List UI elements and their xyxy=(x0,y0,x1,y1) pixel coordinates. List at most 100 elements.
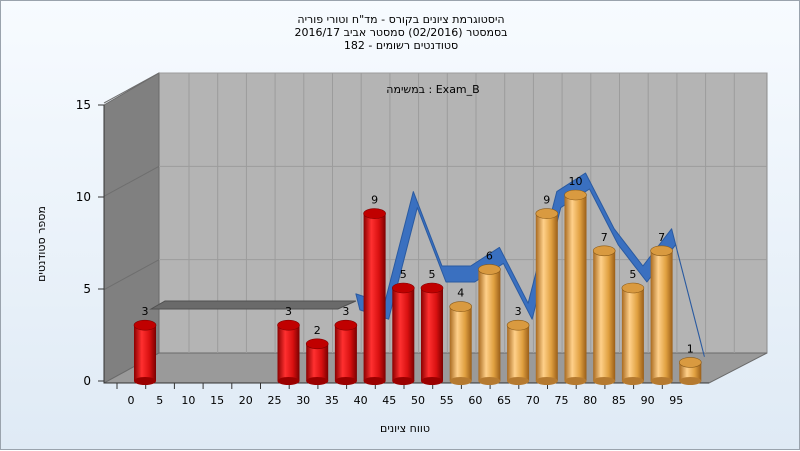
histogram-bar xyxy=(621,282,645,385)
x-tick-label: 50 xyxy=(411,394,425,407)
bar-top xyxy=(650,245,673,257)
bar-top xyxy=(535,208,559,219)
y-tick-label: 0 xyxy=(83,374,91,388)
data-label: 3 xyxy=(142,305,149,318)
bar-body xyxy=(134,325,156,381)
data-label: 5 xyxy=(400,268,407,281)
bar-top xyxy=(391,282,415,294)
x-tick-label: 35 xyxy=(325,394,339,407)
histogram-bar xyxy=(363,208,386,385)
data-label: 4 xyxy=(457,287,464,300)
chart-annotation: Exam_B : במשימה xyxy=(386,83,479,96)
bar-top xyxy=(334,319,358,331)
bar-top xyxy=(478,264,501,275)
histogram-bar xyxy=(334,319,358,385)
x-tick-label: 90 xyxy=(641,394,655,407)
data-label: 7 xyxy=(601,231,608,244)
x-tick-label: 75 xyxy=(555,394,569,407)
x-tick-label: 65 xyxy=(497,394,511,407)
x-tick-label: 85 xyxy=(612,394,626,407)
bar-top xyxy=(678,357,702,368)
histogram-bar xyxy=(564,189,587,385)
bar-body xyxy=(507,325,530,381)
bar-base xyxy=(621,377,644,385)
data-label: 1 xyxy=(687,342,694,355)
bar-base xyxy=(564,377,587,385)
data-label: 2 xyxy=(314,324,321,337)
bar-base xyxy=(593,377,616,385)
x-axis-title: טווח ציונים xyxy=(380,422,430,435)
x-tick-label: 10 xyxy=(181,394,195,407)
data-label: 6 xyxy=(486,249,493,262)
bar-top xyxy=(133,319,157,331)
bar-top xyxy=(564,189,587,201)
bar-top xyxy=(277,319,300,331)
bar-body xyxy=(277,325,300,381)
x-tick-label: 55 xyxy=(440,394,454,407)
bar-base xyxy=(421,377,443,385)
grid-line-side xyxy=(103,259,160,291)
data-label: 7 xyxy=(658,231,665,244)
bar-body xyxy=(306,343,329,381)
y-tick-label: 5 xyxy=(83,282,91,296)
bar-base xyxy=(134,377,156,385)
x-axis-ticks: 0 5 10 15 20 25 30 35 40 45 50 55 60 65 70 75 80 85 90 95 xyxy=(116,383,683,407)
bar-base xyxy=(334,377,357,385)
histogram-bar xyxy=(420,282,444,385)
histogram-bar xyxy=(391,282,415,385)
bar-base xyxy=(392,377,415,385)
ribbon-flat-segment xyxy=(149,300,357,310)
bar-body xyxy=(535,213,558,381)
data-label: 10 xyxy=(569,175,583,188)
bar-top xyxy=(592,245,616,257)
x-tick-label: 95 xyxy=(669,394,683,407)
bar-base xyxy=(650,377,673,385)
bar-base xyxy=(449,377,472,385)
bar-body xyxy=(621,288,644,381)
histogram-bar xyxy=(277,319,300,385)
bar-base xyxy=(679,377,702,385)
histogram-bar xyxy=(506,319,530,385)
bar-top xyxy=(506,319,530,331)
histogram-bar xyxy=(305,338,329,385)
histogram-bar xyxy=(133,319,157,385)
bar-base xyxy=(306,377,329,385)
bar-body xyxy=(478,269,501,381)
bar-body xyxy=(392,288,415,381)
x-tick-label: 30 xyxy=(296,394,310,407)
data-label: 9 xyxy=(371,194,378,207)
bar-body xyxy=(593,250,616,381)
bar-body xyxy=(449,306,472,381)
x-tick-label: 40 xyxy=(354,394,368,407)
x-tick-label: 60 xyxy=(468,394,482,407)
data-labels: 3 3 2 3 9 5 5 4 6 3 9 10 7 5 7 1 xyxy=(142,175,694,355)
histogram-bar xyxy=(449,301,473,385)
data-label: 3 xyxy=(515,305,522,318)
bar-top xyxy=(449,301,473,312)
y-axis-ticks: 0 5 10 15 xyxy=(76,98,104,388)
grid-line-side xyxy=(103,165,160,197)
bar-top xyxy=(621,282,645,294)
histogram-bar xyxy=(478,264,501,385)
data-label: 3 xyxy=(342,305,349,318)
bar-body xyxy=(363,213,386,381)
histogram-bar xyxy=(535,208,559,385)
chart-title-line-3: סטודנטים רשומים - 182 xyxy=(343,39,459,52)
histogram-bar xyxy=(650,245,673,385)
x-tick-label: 70 xyxy=(526,394,540,407)
chart-title-line-2: בסמסטר (02/2016) סמסטר אביב 2016/17 xyxy=(294,26,508,39)
bar-base xyxy=(363,377,386,385)
x-tick-label: 5 xyxy=(156,394,163,407)
x-tick-label: 20 xyxy=(239,394,253,407)
bar-top xyxy=(420,282,444,294)
bar-top xyxy=(305,338,329,350)
bar-body xyxy=(421,288,443,381)
bar-body xyxy=(650,250,673,381)
bar-top xyxy=(363,208,386,219)
y-tick-label: 15 xyxy=(76,98,91,112)
bar-base xyxy=(478,377,501,385)
x-tick-label: 25 xyxy=(268,394,282,407)
grid-line-side xyxy=(103,72,160,104)
bar-base xyxy=(535,377,558,385)
